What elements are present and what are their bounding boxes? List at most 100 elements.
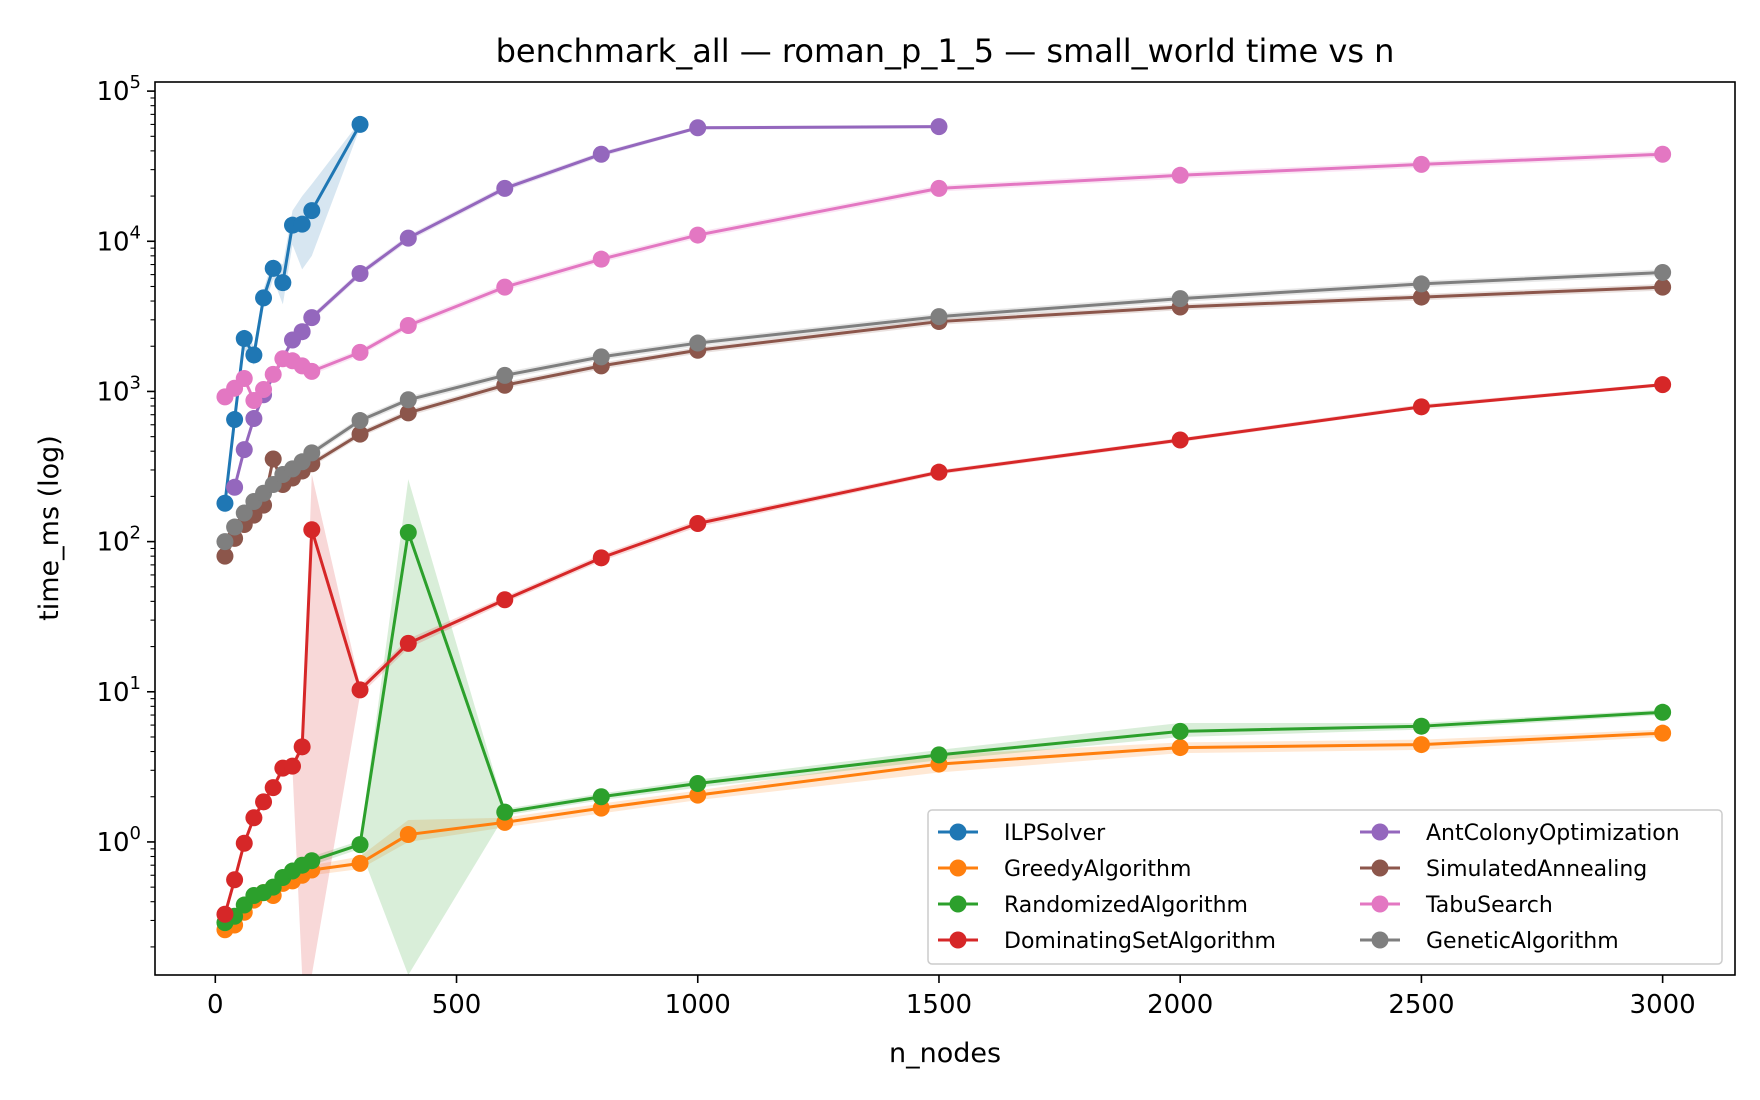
point-antcolonyoptimization [226,478,244,496]
legend-marker-antcolonyoptimization [1371,823,1389,841]
point-dominatingsetalgorithm [1654,376,1672,394]
point-greedyalgorithm [1654,724,1672,742]
legend-box [927,809,1723,965]
y-tick-exponent: 4 [130,222,141,243]
point-dominatingsetalgorithm [216,905,234,923]
point-dominatingsetalgorithm [351,681,369,699]
y-tick-base: 10 [96,828,129,858]
y-tick-label: 101 [96,673,141,708]
point-ilpsolver [264,259,282,277]
legend-marker-randomizedalgorithm [949,895,967,913]
x-tick-label: 1500 [906,990,972,1020]
y-tick-label: 102 [96,523,141,558]
legend-marker-geneticalgorithm [1371,931,1389,949]
plot-frame [154,81,1736,976]
legend-marker-simulatedannealing [1371,859,1389,877]
x-tick-label: 2500 [1388,990,1454,1020]
point-dominatingsetalgorithm [930,463,948,481]
legend-label-geneticalgorithm: GeneticAlgorithm [1426,929,1619,954]
point-randomizedalgorithm [399,523,417,541]
point-antcolonyoptimization [399,229,417,247]
point-dominatingsetalgorithm [255,793,273,811]
point-ilpsolver [216,494,234,512]
point-geneticalgorithm [235,504,253,522]
y-tick-exponent: 1 [130,673,141,694]
point-tabusearch [351,343,369,361]
point-dominatingsetalgorithm [592,549,610,567]
point-dominatingsetalgorithm [399,634,417,652]
point-antcolonyoptimization [303,309,321,327]
y-axis-label: time_ms (log) [34,435,65,621]
point-geneticalgorithm [1654,263,1672,281]
point-dominatingsetalgorithm [1412,398,1430,416]
point-ilpsolver [293,215,311,233]
legend-label-antcolonyoptimization: AntColonyOptimization [1426,821,1680,846]
point-simulatedannealing [1412,288,1430,306]
point-antcolonyoptimization [245,410,263,428]
point-randomizedalgorithm [303,852,321,870]
point-tabusearch [1654,145,1672,163]
point-antcolonyoptimization [592,145,610,163]
x-tick-label: 500 [432,990,482,1020]
point-ilpsolver [235,330,253,348]
point-greedyalgorithm [1412,736,1430,754]
point-ilpsolver [351,115,369,133]
point-tabusearch [1171,166,1189,184]
x-tick-label: 3000 [1630,990,1696,1020]
point-antcolonyoptimization [496,179,514,197]
point-geneticalgorithm [1171,290,1189,308]
point-geneticalgorithm [351,412,369,430]
point-randomizedalgorithm [930,746,948,764]
point-ilpsolver [274,274,292,292]
point-randomizedalgorithm [1412,717,1430,735]
legend-label-ilpsolver: ILPSolver [1004,821,1106,846]
point-dominatingsetalgorithm [283,757,301,775]
point-randomizedalgorithm [351,836,369,854]
point-tabusearch [245,392,263,410]
point-simulatedannealing [264,450,282,468]
point-geneticalgorithm [496,366,514,384]
point-tabusearch [930,179,948,197]
y-tick-base: 10 [96,528,129,558]
legend: ILPSolver GreedyAlgorithm RandomizedAlgori… [927,809,1723,965]
legend-marker-tabusearch [1371,895,1389,913]
y-tick-exponent: 3 [130,372,141,393]
point-tabusearch [689,226,707,244]
point-geneticalgorithm [689,334,707,352]
point-dominatingsetalgorithm [1171,431,1189,449]
point-tabusearch [235,369,253,387]
point-dominatingsetalgorithm [245,809,263,827]
y-tick-exponent: 2 [130,523,141,544]
point-dominatingsetalgorithm [303,521,321,539]
point-ilpsolver [245,346,263,364]
point-tabusearch [399,316,417,334]
point-randomizedalgorithm [1654,703,1672,721]
point-dominatingsetalgorithm [226,871,244,889]
chart-title: benchmark_all — roman_p_1_5 — small_worl… [496,32,1395,70]
point-ilpsolver [303,202,321,220]
point-tabusearch [303,362,321,380]
point-greedyalgorithm [351,854,369,872]
point-geneticalgorithm [399,391,417,409]
point-simulatedannealing [351,425,369,443]
point-antcolonyoptimization [293,323,311,341]
legend-label-greedyalgorithm: GreedyAlgorithm [1004,857,1191,882]
point-greedyalgorithm [1171,739,1189,757]
point-randomizedalgorithm [1171,722,1189,740]
point-simulatedannealing [399,404,417,422]
point-tabusearch [255,381,273,399]
point-geneticalgorithm [930,308,948,326]
point-geneticalgorithm [303,444,321,462]
legend-label-tabusearch: TabuSearch [1425,893,1553,918]
point-antcolonyoptimization [351,265,369,283]
legend-marker-dominatingsetalgorithm [949,931,967,949]
point-tabusearch [264,365,282,383]
band-ilpsolver [224,121,361,516]
point-randomizedalgorithm [592,788,610,806]
point-tabusearch [592,250,610,268]
legend-label-dominatingsetalgorithm: DominatingSetAlgorithm [1004,929,1276,954]
y-tick-exponent: 5 [130,72,141,93]
point-greedyalgorithm [689,786,707,804]
y-tick-label: 104 [96,222,141,257]
